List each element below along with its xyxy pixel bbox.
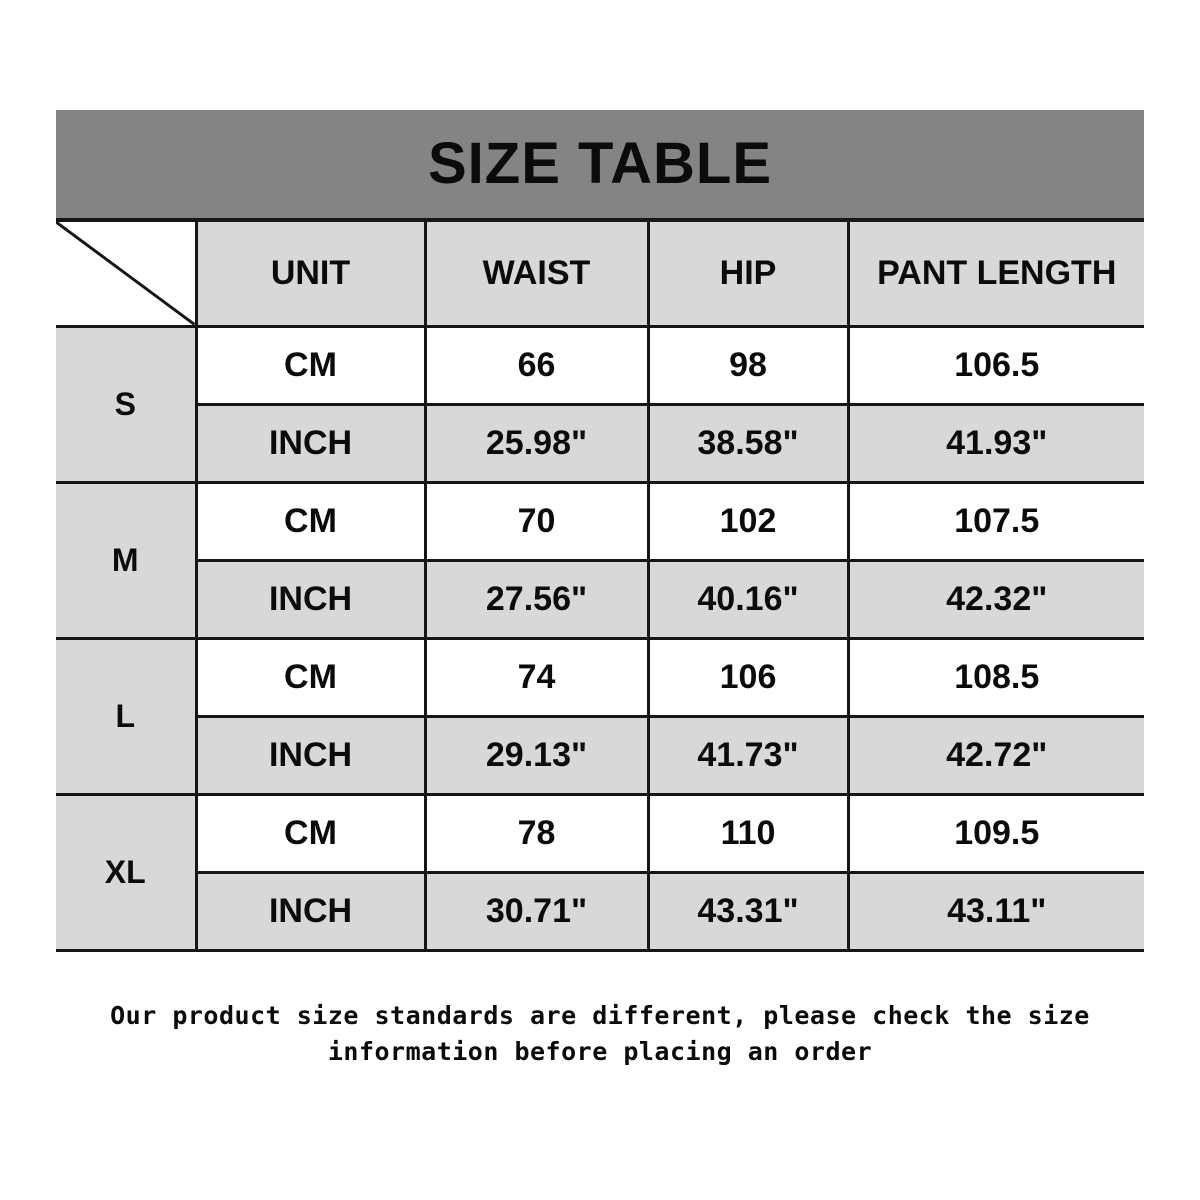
table-row: S CM 66 98 106.5 — [56, 326, 1144, 484]
column-header-unit: UNIT — [196, 222, 427, 328]
cell-xl-inch-hip: 43.31" — [648, 872, 850, 952]
cell-xl-inch-pant-length: 43.11" — [848, 872, 1144, 952]
table-row: INCH 27.56" 40.16" 42.32" — [56, 560, 1144, 640]
cell-xl-cm-waist: 78 — [425, 794, 650, 874]
table-row: INCH 29.13" 41.73" 42.72" — [56, 716, 1144, 796]
size-label-m: M — [56, 482, 198, 640]
cell-xl-inch-waist: 30.71" — [425, 872, 650, 952]
table-header-row: UNIT WAIST HIP PANT LENGTH — [56, 222, 1144, 328]
cell-s-cm-pant-length: 106.5 — [848, 326, 1144, 406]
footer-note-line-2: information before placing an order — [327, 1036, 873, 1066]
cell-m-inch-pant-length: 42.32" — [848, 560, 1144, 640]
size-label-xl: XL — [56, 794, 198, 952]
size-label-s: S — [56, 326, 198, 484]
cell-s-inch-waist: 25.98" — [425, 404, 650, 484]
cell-m-inch-unit: INCH — [196, 560, 427, 640]
table-row: L CM 74 106 108.5 — [56, 638, 1144, 796]
table-row: INCH 30.71" 43.31" 43.11" — [56, 872, 1144, 952]
cell-s-cm-unit: CM — [196, 326, 427, 406]
table-row: INCH 25.98" 38.58" 41.93" — [56, 404, 1144, 484]
size-table-grid: UNIT WAIST HIP PANT LENGTH S CM 66 98 10… — [56, 222, 1144, 952]
corner-diagonal-cell — [56, 222, 198, 328]
column-header-hip: HIP — [648, 222, 850, 328]
page-title: SIZE TABLE — [427, 131, 773, 196]
cell-m-inch-waist: 27.56" — [425, 560, 650, 640]
cell-l-inch-hip: 41.73" — [648, 716, 850, 796]
cell-xl-inch-unit: INCH — [196, 872, 427, 952]
cell-l-cm-hip: 106 — [648, 638, 850, 718]
cell-l-inch-waist: 29.13" — [425, 716, 650, 796]
column-header-waist: WAIST — [425, 222, 650, 328]
cell-l-inch-unit: INCH — [196, 716, 427, 796]
cell-l-cm-pant-length: 108.5 — [848, 638, 1144, 718]
footer-note: Our product size standards are different… — [0, 998, 1200, 1069]
cell-s-inch-unit: INCH — [196, 404, 427, 484]
size-table-title-bar: SIZE TABLE — [56, 110, 1144, 222]
footer-note-line-1: Our product size standards are different… — [110, 1001, 1090, 1030]
size-label-l: L — [56, 638, 198, 796]
cell-xl-cm-pant-length: 109.5 — [848, 794, 1144, 874]
cell-xl-cm-hip: 110 — [648, 794, 850, 874]
size-table: SIZE TABLE UNIT WAIST — [56, 110, 1144, 952]
cell-s-cm-waist: 66 — [425, 326, 650, 406]
column-header-pant-length: PANT LENGTH — [848, 222, 1144, 328]
table-row: XL CM 78 110 109.5 — [56, 794, 1144, 952]
cell-l-inch-pant-length: 42.72" — [848, 716, 1144, 796]
cell-s-inch-hip: 38.58" — [648, 404, 850, 484]
cell-m-inch-hip: 40.16" — [648, 560, 850, 640]
cell-l-cm-unit: CM — [196, 638, 427, 718]
cell-m-cm-pant-length: 107.5 — [848, 482, 1144, 562]
cell-s-inch-pant-length: 41.93" — [848, 404, 1144, 484]
cell-m-cm-unit: CM — [196, 482, 427, 562]
cell-m-cm-waist: 70 — [425, 482, 650, 562]
cell-s-cm-hip: 98 — [648, 326, 850, 406]
cell-xl-cm-unit: CM — [196, 794, 427, 874]
cell-m-cm-hip: 102 — [648, 482, 850, 562]
table-row: M CM 70 102 107.5 — [56, 482, 1144, 640]
cell-l-cm-waist: 74 — [425, 638, 650, 718]
